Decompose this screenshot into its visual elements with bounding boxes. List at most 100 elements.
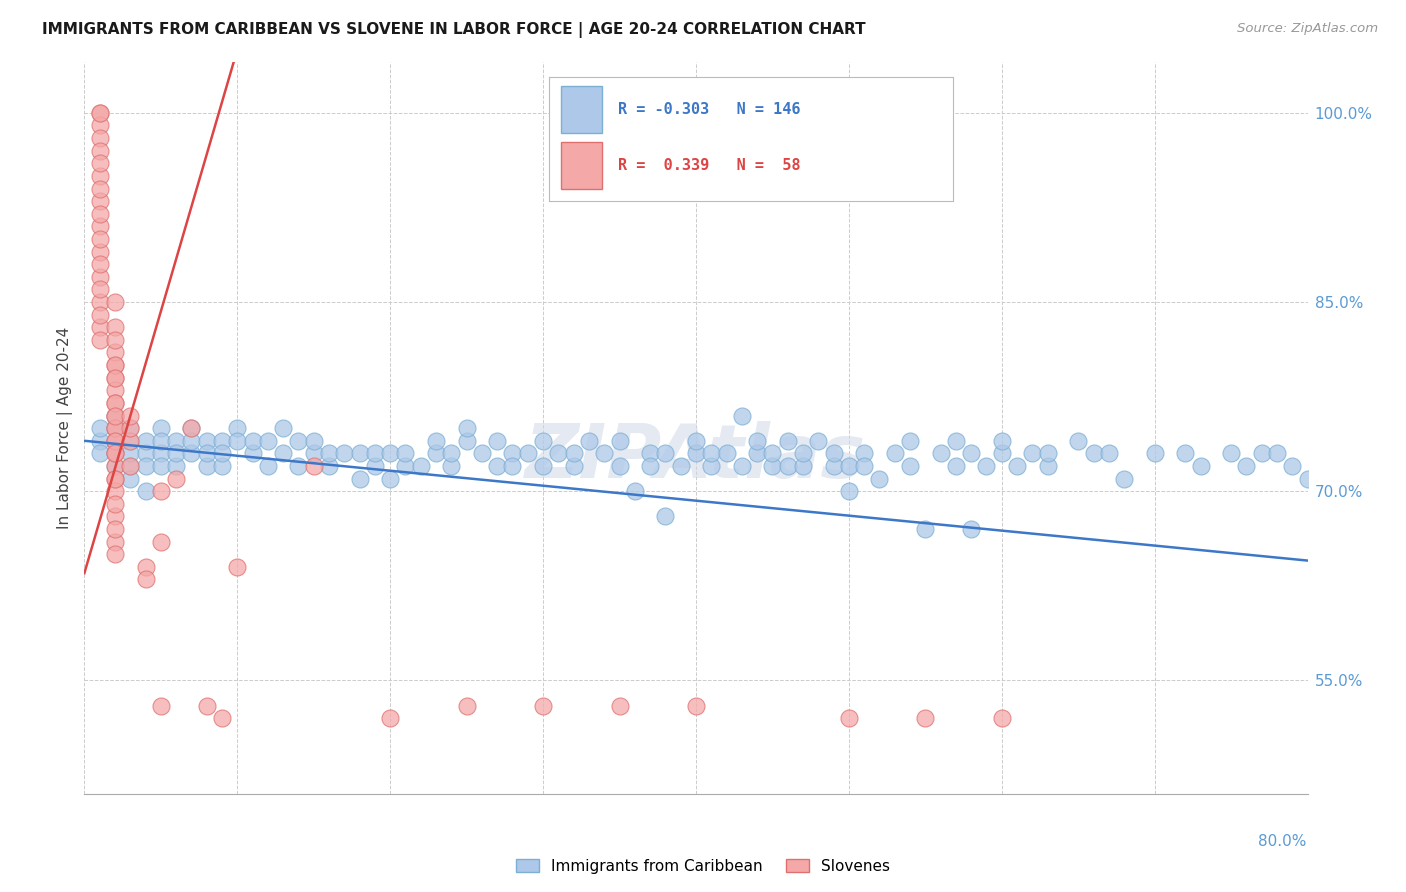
Point	[149, 534, 172, 549]
Point	[898, 458, 921, 473]
Point	[562, 458, 585, 473]
Point	[776, 434, 799, 448]
Point	[120, 446, 142, 460]
Point	[914, 522, 936, 536]
Point	[486, 458, 509, 473]
Point	[685, 434, 707, 448]
Point	[242, 446, 264, 460]
Point	[149, 458, 172, 473]
Point	[104, 522, 127, 536]
Point	[104, 509, 127, 524]
Point	[807, 434, 830, 448]
Point	[700, 446, 723, 460]
Point	[195, 458, 218, 473]
Point	[898, 434, 921, 448]
Point	[180, 446, 202, 460]
Point	[211, 434, 233, 448]
Point	[135, 560, 157, 574]
Point	[624, 484, 647, 499]
Point	[1281, 458, 1303, 473]
Point	[104, 434, 127, 448]
Point	[531, 434, 554, 448]
Point	[991, 434, 1014, 448]
Point	[104, 497, 127, 511]
Point	[257, 458, 280, 473]
Point	[731, 458, 754, 473]
Point	[823, 458, 845, 473]
Point	[180, 421, 202, 435]
Point	[380, 472, 402, 486]
Point	[471, 446, 494, 460]
Point	[1265, 446, 1288, 460]
Point	[302, 434, 325, 448]
Point	[1174, 446, 1197, 460]
Point	[120, 409, 142, 423]
Text: 80.0%: 80.0%	[1258, 834, 1306, 849]
Text: IMMIGRANTS FROM CARIBBEAN VS SLOVENE IN LABOR FORCE | AGE 20-24 CORRELATION CHAR: IMMIGRANTS FROM CARIBBEAN VS SLOVENE IN …	[42, 22, 866, 38]
Point	[394, 458, 416, 473]
Point	[761, 458, 783, 473]
Point	[104, 320, 127, 334]
Point	[104, 396, 127, 410]
Point	[135, 458, 157, 473]
Point	[547, 446, 569, 460]
Point	[838, 458, 860, 473]
Point	[1067, 434, 1090, 448]
Point	[89, 257, 111, 271]
Point	[380, 711, 402, 725]
Point	[104, 295, 127, 310]
Point	[456, 421, 478, 435]
Point	[929, 446, 952, 460]
Point	[669, 458, 692, 473]
Point	[104, 547, 127, 561]
Point	[654, 446, 676, 460]
Point	[1236, 458, 1258, 473]
Point	[120, 434, 142, 448]
Point	[104, 534, 127, 549]
Point	[853, 446, 876, 460]
Point	[226, 434, 249, 448]
Point	[104, 409, 127, 423]
Point	[104, 370, 127, 384]
Point	[440, 446, 463, 460]
Point	[226, 560, 249, 574]
Point	[776, 458, 799, 473]
Point	[302, 446, 325, 460]
Point	[914, 711, 936, 725]
Point	[593, 446, 616, 460]
Point	[792, 458, 814, 473]
Point	[135, 446, 157, 460]
Point	[257, 434, 280, 448]
Point	[89, 181, 111, 195]
Point	[609, 458, 631, 473]
Point	[271, 446, 294, 460]
Point	[1005, 458, 1028, 473]
Point	[104, 333, 127, 347]
Point	[287, 458, 309, 473]
Point	[120, 421, 142, 435]
Point	[104, 446, 127, 460]
Point	[211, 458, 233, 473]
Point	[394, 446, 416, 460]
Point	[104, 358, 127, 372]
Point	[991, 711, 1014, 725]
Point	[104, 396, 127, 410]
Point	[89, 194, 111, 209]
Point	[89, 156, 111, 170]
Point	[104, 345, 127, 359]
Point	[685, 698, 707, 713]
Point	[1296, 472, 1319, 486]
Point	[195, 446, 218, 460]
Point	[1143, 446, 1166, 460]
Point	[89, 333, 111, 347]
Point	[1036, 446, 1059, 460]
Point	[700, 458, 723, 473]
Point	[1250, 446, 1272, 460]
Point	[654, 509, 676, 524]
Point	[135, 484, 157, 499]
Point	[104, 446, 127, 460]
Point	[685, 446, 707, 460]
Point	[104, 421, 127, 435]
Point	[502, 446, 524, 460]
Point	[104, 458, 127, 473]
